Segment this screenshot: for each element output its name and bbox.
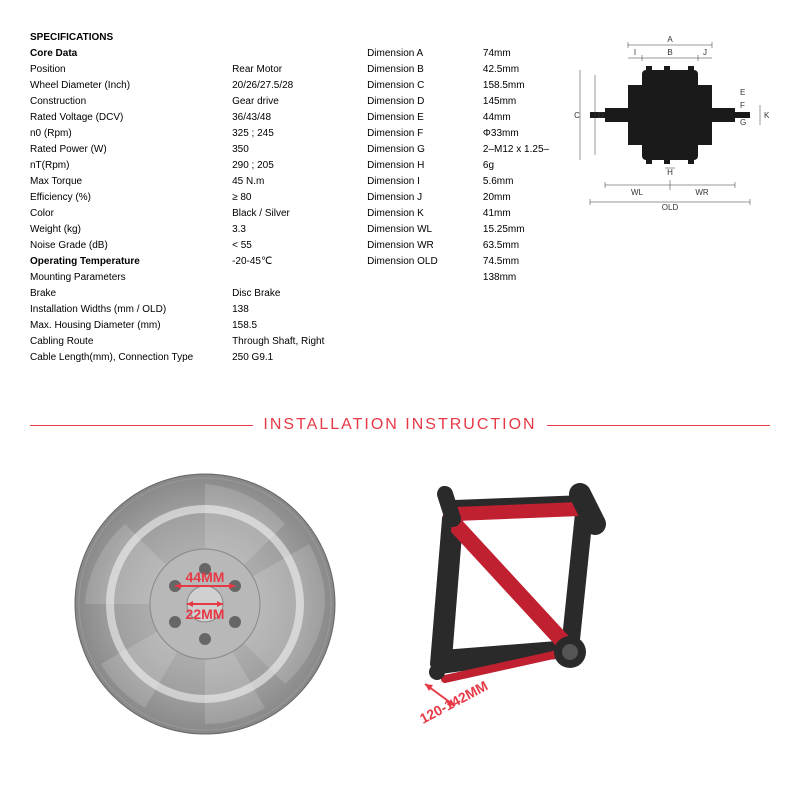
dimension-column-values: 74mm 42.5mm 158.5mm 145mm 44mm Φ33mm 2–M… [483, 30, 550, 366]
dim-row: Dimension G [367, 142, 463, 158]
install-images: 44MM 22MM [0, 464, 800, 744]
operating-temp-label: Operating Temperature [30, 254, 212, 270]
install-title: INSTALLATION INSTRUCTION [253, 416, 546, 434]
spec-column-labels: SPECIFICATIONS Core Data Position Wheel … [30, 30, 212, 366]
specs-title: SPECIFICATIONS [30, 30, 212, 46]
dim-row: Dimension E [367, 110, 463, 126]
spec-row: nT(Rpm) [30, 158, 212, 174]
svg-text:J: J [703, 48, 707, 57]
dim-value: 2–M12 x 1.25–6g [483, 142, 550, 174]
spec-row: Position [30, 62, 212, 78]
divider-line-icon [540, 425, 770, 426]
spec-value: 36/43/48 [232, 110, 347, 126]
svg-text:E: E [740, 88, 745, 97]
dim-row: Dimension K [367, 206, 463, 222]
spec-value: 158.5 [232, 318, 347, 334]
spec-value: 3.3 [232, 222, 347, 238]
dimension-column-labels: Dimension A Dimension B Dimension C Dime… [367, 30, 463, 366]
spec-column-values: Rear Motor 20/26/27.5/28 Gear drive 36/4… [232, 30, 347, 366]
spec-row: Efficiency (%) [30, 190, 212, 206]
spec-value: ≥ 80 [232, 190, 347, 206]
frame-svg: 120-142MM [395, 474, 735, 734]
dim-value: 74mm [483, 46, 550, 62]
spec-row: Installation Widths (mm / OLD) [30, 302, 212, 318]
dim-row: Dimension A [367, 46, 463, 62]
spec-value: 290 ; 205 [232, 158, 347, 174]
spec-row: Weight (kg) [30, 222, 212, 238]
dim-row: Dimension WL [367, 222, 463, 238]
svg-text:A: A [667, 35, 673, 44]
spec-row: Cabling Route [30, 334, 212, 350]
svg-text:C: C [574, 111, 580, 120]
divider-line-icon [30, 425, 260, 426]
bike-frame-diagram: 120-142MM [395, 474, 735, 734]
dim-value: 41mm [483, 206, 550, 222]
dim-row: Dimension D [367, 94, 463, 110]
hub-diagram: A I B J C [570, 30, 770, 366]
svg-text:WR: WR [695, 188, 709, 197]
svg-text:F: F [740, 101, 745, 110]
dim-value: 145mm [483, 94, 550, 110]
dim-row: Dimension J [367, 190, 463, 206]
spec-value: 250 G9.1 [232, 350, 347, 366]
spec-row: Cable Length(mm), Connection Type [30, 350, 212, 366]
specifications-section: SPECIFICATIONS Core Data Position Wheel … [0, 0, 800, 376]
dim-row: Dimension WR [367, 238, 463, 254]
svg-text:I: I [634, 48, 636, 57]
spec-value: Rear Motor [232, 62, 347, 78]
spec-value: Gear drive [232, 94, 347, 110]
svg-text:OLD: OLD [662, 203, 679, 210]
spec-row: Construction [30, 94, 212, 110]
dim-row: Dimension H [367, 158, 463, 174]
spec-row: Brake [30, 286, 212, 302]
dim-row: Dimension OLD [367, 254, 463, 270]
spec-value: 138 [232, 302, 347, 318]
svg-text:D: D [598, 111, 604, 120]
dim-value: 74.5mm [483, 254, 550, 270]
dim-row: Dimension B [367, 62, 463, 78]
dim-value: 15.25mm [483, 222, 550, 238]
hub-motor-svg: A I B J C [570, 30, 770, 210]
spec-row: Rated Voltage (DCV) [30, 110, 212, 126]
spec-value: 20/26/27.5/28 [232, 78, 347, 94]
dim-row: Dimension F [367, 126, 463, 142]
spec-row: Rated Power (W) [30, 142, 212, 158]
mounting-label: Mounting Parameters [30, 270, 212, 286]
spec-row: Noise Grade (dB) [30, 238, 212, 254]
spec-row: Max. Housing Diameter (mm) [30, 318, 212, 334]
dim-value: 44mm [483, 110, 550, 126]
spec-value: -20-45℃ [232, 254, 347, 270]
dim-value: 138mm [483, 270, 550, 286]
dim-value: 158.5mm [483, 78, 550, 94]
svg-text:K: K [764, 111, 770, 120]
spec-value: Black / Silver [232, 206, 347, 222]
core-data-label: Core Data [30, 46, 212, 62]
spec-row: n0 (Rpm) [30, 126, 212, 142]
dim-value: 5.6mm [483, 174, 550, 190]
svg-text:G: G [740, 118, 746, 127]
dim-row: Dimension C [367, 78, 463, 94]
brake-rotor-diagram: 44MM 22MM [65, 464, 345, 744]
dim-row: Dimension I [367, 174, 463, 190]
svg-text:H: H [667, 168, 673, 177]
rotor-dim-22: 22MM [186, 606, 225, 622]
spec-value: 45 N.m [232, 174, 347, 190]
spec-value: 325 ; 245 [232, 126, 347, 142]
spec-row: Wheel Diameter (Inch) [30, 78, 212, 94]
spec-value: Disc Brake [232, 286, 347, 302]
install-header: INSTALLATION INSTRUCTION [0, 416, 800, 434]
spec-value: < 55 [232, 238, 347, 254]
rotor-dim-44: 44MM [186, 569, 225, 585]
dim-value: Φ33mm [483, 126, 550, 142]
spec-value: Through Shaft, Right [232, 334, 347, 350]
svg-text:B: B [667, 48, 672, 57]
rotor-svg: 44MM 22MM [65, 464, 345, 744]
spec-value: 350 [232, 142, 347, 158]
spec-row: Color [30, 206, 212, 222]
svg-text:WL: WL [631, 188, 644, 197]
dim-value: 63.5mm [483, 238, 550, 254]
dim-value: 42.5mm [483, 62, 550, 78]
dim-value: 20mm [483, 190, 550, 206]
spec-row: Max Torque [30, 174, 212, 190]
